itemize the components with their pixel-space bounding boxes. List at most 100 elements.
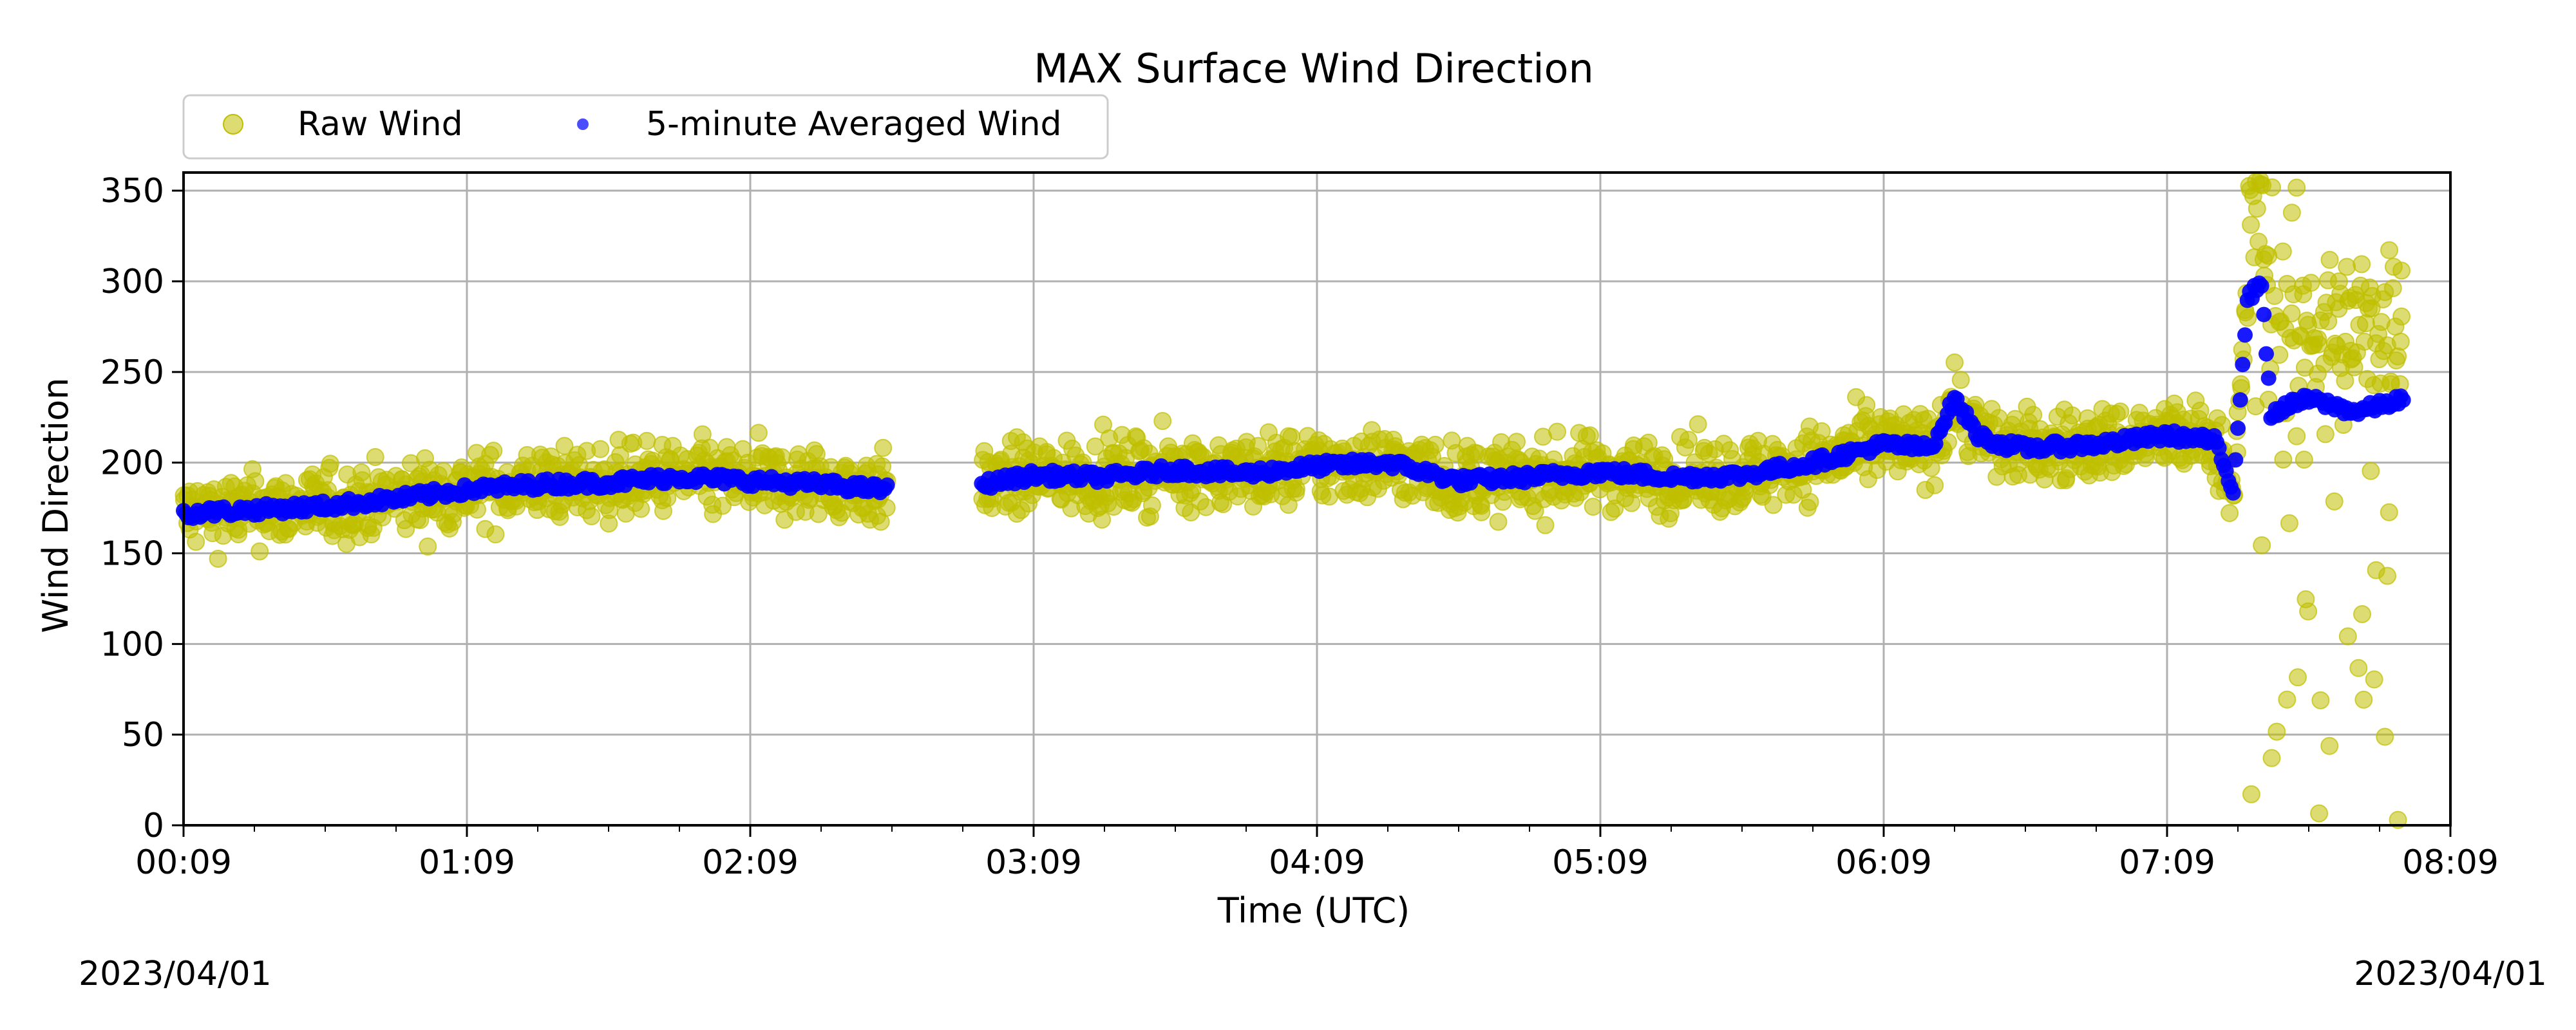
- raw-wind-point: [2353, 604, 2372, 623]
- raw-wind-point: [2354, 690, 2373, 709]
- raw-wind-point: [2311, 691, 2330, 709]
- raw-wind-point: [1946, 353, 1964, 372]
- raw-wind-point: [2268, 722, 2286, 741]
- raw-wind-point: [2392, 261, 2411, 280]
- raw-wind-point: [1679, 431, 1698, 449]
- raw-wind-point: [2253, 536, 2271, 554]
- raw-wind-point: [2221, 503, 2239, 522]
- raw-wind-point: [419, 537, 437, 556]
- raw-wind-point: [2338, 627, 2357, 646]
- legend-avg-label: 5-minute Averaged Wind: [646, 105, 1062, 144]
- y-axis-label: Wind Direction: [35, 378, 76, 633]
- raw-wind-point: [749, 424, 768, 442]
- raw-wind-point: [2336, 371, 2354, 390]
- raw-wind-point: [2282, 203, 2301, 222]
- raw-wind-point: [1951, 371, 1970, 389]
- legend-avg-marker: [577, 118, 589, 130]
- avg-wind-point: [2395, 392, 2411, 408]
- avg-wind-point: [879, 477, 895, 493]
- x-tick-label: 03:09: [985, 843, 1082, 882]
- raw-wind-point: [1536, 516, 1555, 534]
- raw-wind-point: [2274, 450, 2293, 469]
- x-tick-label: 00:09: [135, 843, 232, 882]
- raw-wind-point: [2299, 602, 2318, 621]
- y-tick-label: 0: [143, 807, 164, 845]
- raw-wind-point: [2280, 514, 2298, 532]
- raw-wind-point: [1489, 512, 1508, 531]
- raw-wind-point: [1093, 510, 1112, 529]
- raw-wind-point: [1689, 415, 1707, 434]
- raw-wind-point: [1548, 422, 1567, 441]
- raw-wind-point: [2392, 307, 2411, 326]
- raw-wind-point: [2242, 216, 2260, 234]
- avg-wind-point: [2228, 452, 2244, 468]
- avg-wind-point: [2259, 346, 2274, 362]
- raw-wind-point: [2302, 274, 2320, 292]
- raw-wind-point: [320, 458, 339, 477]
- avg-wind-point: [2237, 327, 2253, 343]
- legend-raw-marker: [223, 114, 243, 135]
- raw-wind-point: [2278, 690, 2297, 709]
- raw-wind-point: [2273, 242, 2292, 261]
- raw-wind-point: [1142, 496, 1161, 514]
- raw-wind-point: [2349, 659, 2368, 677]
- raw-wind-point: [1508, 433, 1526, 451]
- raw-wind-point: [2316, 425, 2334, 444]
- y-axis-ticks: 0 50 100 150 200 250 300 350: [100, 172, 184, 845]
- avg-wind-point: [2225, 485, 2241, 501]
- raw-wind-point: [366, 448, 384, 467]
- raw-wind-point: [2262, 749, 2281, 767]
- raw-wind-series: [175, 171, 2411, 829]
- chart-title: MAX Surface Wind Direction: [1034, 45, 1594, 92]
- raw-wind-point: [2310, 804, 2329, 823]
- raw-wind-point: [2295, 450, 2313, 469]
- raw-wind-point: [1153, 412, 1172, 431]
- y-tick-label: 350: [100, 172, 164, 211]
- raw-wind-point: [1812, 422, 1831, 440]
- x-tick-label: 01:09: [419, 843, 515, 882]
- raw-wind-point: [2111, 402, 2130, 421]
- y-tick-label: 250: [100, 353, 164, 392]
- raw-wind-point: [2378, 566, 2397, 585]
- raw-wind-point: [2242, 785, 2260, 803]
- raw-wind-point: [632, 500, 650, 518]
- raw-wind-point: [874, 438, 893, 457]
- raw-wind-point: [2325, 492, 2344, 510]
- raw-wind-point: [773, 448, 791, 467]
- raw-wind-point: [246, 472, 265, 491]
- raw-wind-point: [251, 542, 269, 561]
- raw-wind-point: [2231, 375, 2250, 393]
- x-tick-label: 08:09: [2402, 843, 2499, 882]
- x-tick-label: 07:09: [2119, 843, 2215, 882]
- raw-wind-point: [468, 500, 486, 519]
- avg-wind-point: [2232, 392, 2248, 408]
- raw-wind-point: [2282, 304, 2301, 323]
- y-tick-label: 300: [100, 263, 164, 301]
- legend: Raw Wind 5-minute Averaged Wind: [182, 94, 1109, 160]
- raw-wind-point: [2389, 347, 2407, 366]
- raw-wind-point: [2383, 279, 2402, 297]
- raw-wind-point: [600, 514, 618, 533]
- avg-wind-point: [2230, 420, 2246, 436]
- raw-wind-point: [1764, 496, 1783, 514]
- raw-wind-point: [2262, 178, 2281, 197]
- raw-wind-point: [2320, 250, 2339, 269]
- raw-wind-point: [2320, 736, 2339, 755]
- raw-wind-point: [2248, 200, 2266, 218]
- raw-wind-point: [1584, 498, 1602, 516]
- raw-wind-point: [638, 431, 656, 450]
- raw-wind-point: [2391, 332, 2410, 351]
- raw-wind-point: [2376, 727, 2394, 746]
- raw-wind-point: [2338, 258, 2356, 276]
- averaged-wind-series: [176, 275, 2411, 527]
- y-tick-label: 50: [122, 716, 164, 754]
- avg-wind-point: [2253, 278, 2269, 294]
- y-tick-label: 100: [100, 625, 164, 664]
- avg-wind-point: [2256, 306, 2272, 323]
- x-axis-ticks: 00:09 01:09 02:09 03:09 04:09 05:09 06:09 07:09…: [135, 825, 2499, 882]
- raw-wind-point: [486, 525, 505, 544]
- raw-wind-point: [2063, 406, 2081, 425]
- date-left: 2023/04/01: [79, 955, 272, 993]
- raw-wind-point: [187, 532, 205, 551]
- raw-wind-point: [2319, 312, 2338, 331]
